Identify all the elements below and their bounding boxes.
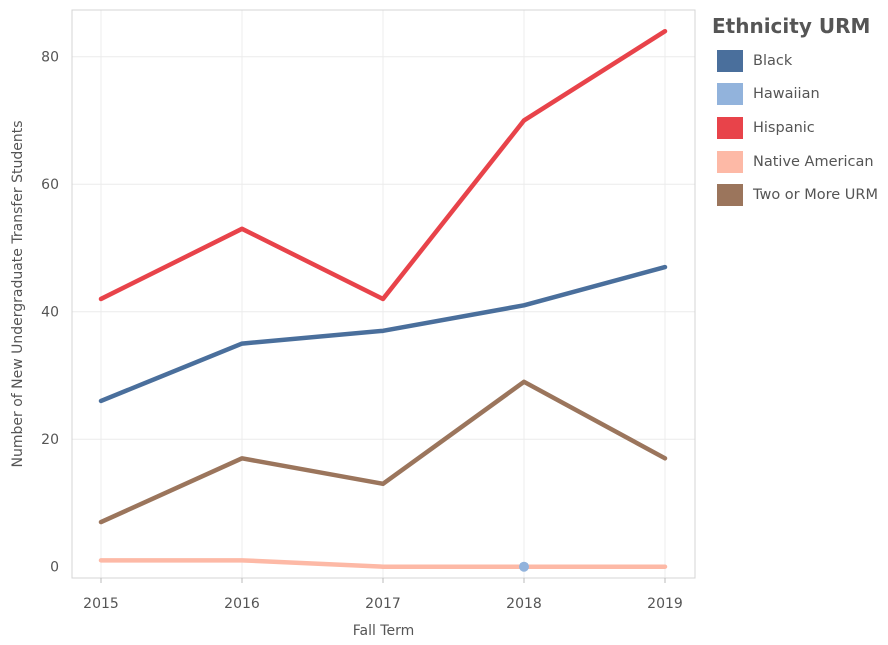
legend-item-native-american[interactable]: Native American [712,145,888,179]
y-tick-label: 20 [41,432,59,448]
legend: Ethnicity URM Black Hawaiian Hispanic Nativ… [712,14,888,212]
x-tick-label: 2015 [83,596,119,612]
y-axis-title: Number of New Undergraduate Transfer Stu… [10,120,26,467]
legend-label: Hispanic [753,119,815,136]
legend-item-two-or-more-urm[interactable]: Two or More URM [712,178,888,212]
legend-swatch [717,184,743,207]
x-axis-title: Fall Term [353,623,415,639]
x-tick-label: 2018 [506,596,542,612]
legend-swatch [717,116,743,139]
y-tick-label: 80 [41,50,59,66]
legend-swatch [717,49,743,72]
y-axis: 0 20 40 60 80 [41,50,59,576]
series-line-hispanic [98,28,668,302]
legend-label: Native American [753,153,874,170]
legend-swatch [717,150,743,173]
legend-label: Two or More URM [753,187,878,204]
legend-item-hawaiian[interactable]: Hawaiian [712,78,888,112]
legend-item-hispanic[interactable]: Hispanic [712,111,888,145]
series-point-hawaiian [519,561,529,572]
y-tick-label: 40 [41,305,59,321]
legend-label: Hawaiian [753,86,820,103]
y-tick-label: 60 [41,177,59,193]
legend-title: Ethnicity URM [712,14,871,38]
legend-label: Black [753,52,793,69]
series-line-black [98,264,668,404]
series-layer [98,28,668,572]
legend-item-black[interactable]: Black [712,44,888,78]
x-axis: 2015 2016 2017 2018 2019 [83,578,683,612]
legend-swatch [717,83,743,106]
y-tick-label: 0 [50,560,59,576]
series-line-native-american [98,558,668,569]
x-tick-label: 2016 [224,596,260,612]
x-tick-label: 2017 [365,596,401,612]
series-line-two-or-more-urm [98,379,668,525]
gridlines [72,10,695,578]
x-tick-label: 2019 [647,596,683,612]
legend-items: Black Hawaiian Hispanic Native American Two … [712,44,888,212]
